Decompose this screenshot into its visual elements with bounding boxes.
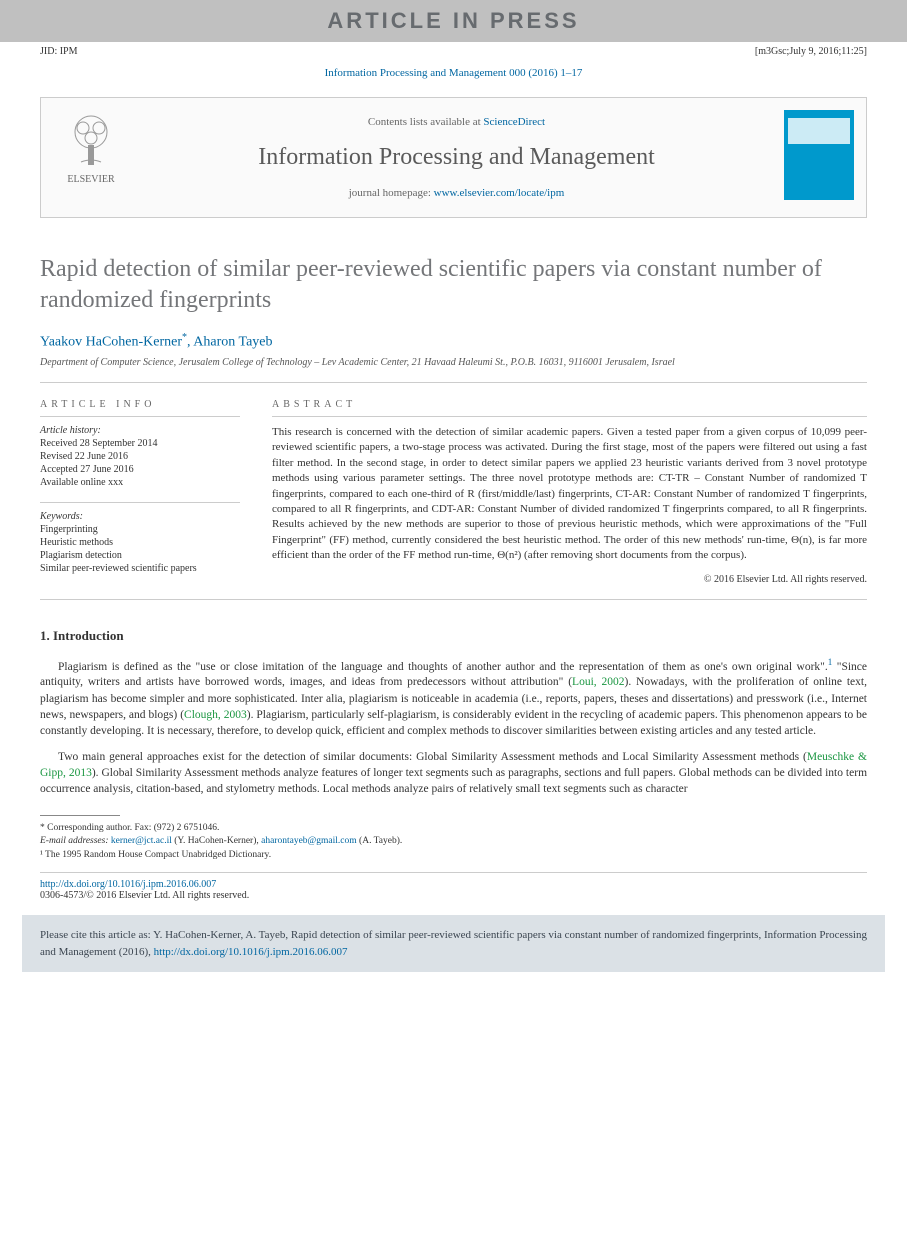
intro-paragraph-2: Two main general approaches exist for th… [40,749,867,797]
accepted-date: Accepted 27 June 2016 [40,464,240,475]
cite-box-doi-link[interactable]: http://dx.doi.org/10.1016/j.ipm.2016.06.… [154,946,348,958]
header-center: Contents lists available at ScienceDirec… [141,98,772,217]
title-block: Rapid detection of similar peer-reviewed… [40,254,867,316]
keywords-label: Keywords: [40,511,240,522]
doi-link[interactable]: http://dx.doi.org/10.1016/j.ipm.2016.06.… [40,879,216,890]
section-1-heading: 1. Introduction [40,628,867,644]
p1-a: Plagiarism is defined as the "use or clo… [58,660,828,672]
received-date: Received 28 September 2014 [40,438,240,449]
footnotes-block: * Corresponding author. Fax: (972) 2 675… [40,822,867,862]
article-info-header: ARTICLE INFO [40,399,240,417]
journal-reference: Information Processing and Management 00… [0,61,907,85]
info-abstract-row: ARTICLE INFO Article history: Received 2… [40,399,867,600]
footnotes-rule [40,815,120,816]
article-info-column: ARTICLE INFO Article history: Received 2… [40,399,240,585]
keyword-3: Plagiarism detection [40,550,240,561]
email-link-1[interactable]: kerner@jct.ac.il [111,836,172,846]
paper-title: Rapid detection of similar peer-reviewed… [40,254,867,316]
journal-cover-thumbnail [784,110,854,200]
email-link-2[interactable]: aharontayeb@gmail.com [261,836,357,846]
keywords-block: Keywords: Fingerprinting Heuristic metho… [40,502,240,574]
p2-a: Two main general approaches exist for th… [58,751,807,763]
jid-row: JID: IPM [m3Gsc;July 9, 2016;11:25] [0,42,907,61]
abstract-text: This research is concerned with the dete… [272,425,867,564]
issn-copyright: 0306-4573/© 2016 Elsevier Ltd. All right… [40,890,867,901]
sciencedirect-link[interactable]: ScienceDirect [483,116,545,128]
available-date: Available online xxx [40,477,240,488]
abstract-column: ABSTRACT This research is concerned with… [272,399,867,585]
author-1: Yaakov HaCohen-Kerner [40,335,182,350]
citation-loui-2002[interactable]: Loui, 2002 [572,676,624,688]
jid-right: [m3Gsc;July 9, 2016;11:25] [755,46,867,57]
in-press-banner: ARTICLE IN PRESS [0,0,907,42]
contents-line: Contents lists available at ScienceDirec… [149,116,764,128]
intro-paragraph-1: Plagiarism is defined as the "use or clo… [40,656,867,739]
publisher-logo: ELSEVIER [41,98,141,217]
p2-b: ). Global Similarity Assessment methods … [40,767,867,795]
doi-block: http://dx.doi.org/10.1016/j.ipm.2016.06.… [40,872,867,901]
elsevier-tree-icon [61,110,121,170]
citation-suggestion-box: Please cite this article as: Y. HaCohen-… [22,915,885,972]
authors: Yaakov HaCohen-Kerner*, Aharon Tayeb [40,332,867,351]
abstract-copyright: © 2016 Elsevier Ltd. All rights reserved… [272,574,867,585]
revised-date: Revised 22 June 2016 [40,451,240,462]
affiliation: Department of Computer Science, Jerusale… [40,357,867,383]
footnote-1: ¹ The 1995 Random House Compact Unabridg… [40,849,867,862]
homepage-link[interactable]: www.elsevier.com/locate/ipm [434,187,565,199]
citation-clough-2003[interactable]: Clough, 2003 [184,709,247,721]
keyword-1: Fingerprinting [40,524,240,535]
journal-name: Information Processing and Management [149,144,764,171]
author-2: Aharon Tayeb [193,335,272,350]
homepage-prefix: journal homepage: [349,187,434,199]
journal-header-box: ELSEVIER Contents lists available at Sci… [40,97,867,218]
email-footnote: E-mail addresses: kerner@jct.ac.il (Y. H… [40,835,867,848]
keyword-4: Similar peer-reviewed scientific papers [40,563,240,574]
publisher-name: ELSEVIER [67,174,114,185]
contents-prefix: Contents lists available at [368,116,483,128]
email-label: E-mail addresses: [40,836,111,846]
keyword-2: Heuristic methods [40,537,240,548]
history-label: Article history: [40,425,240,436]
homepage-line: journal homepage: www.elsevier.com/locat… [149,187,764,199]
corresponding-author-footnote: * Corresponding author. Fax: (972) 2 675… [40,822,867,835]
email-1-name: (Y. HaCohen-Kerner), [172,836,261,846]
abstract-header: ABSTRACT [272,399,867,417]
jid-left: JID: IPM [40,46,78,57]
email-2-name: (A. Tayeb). [357,836,403,846]
